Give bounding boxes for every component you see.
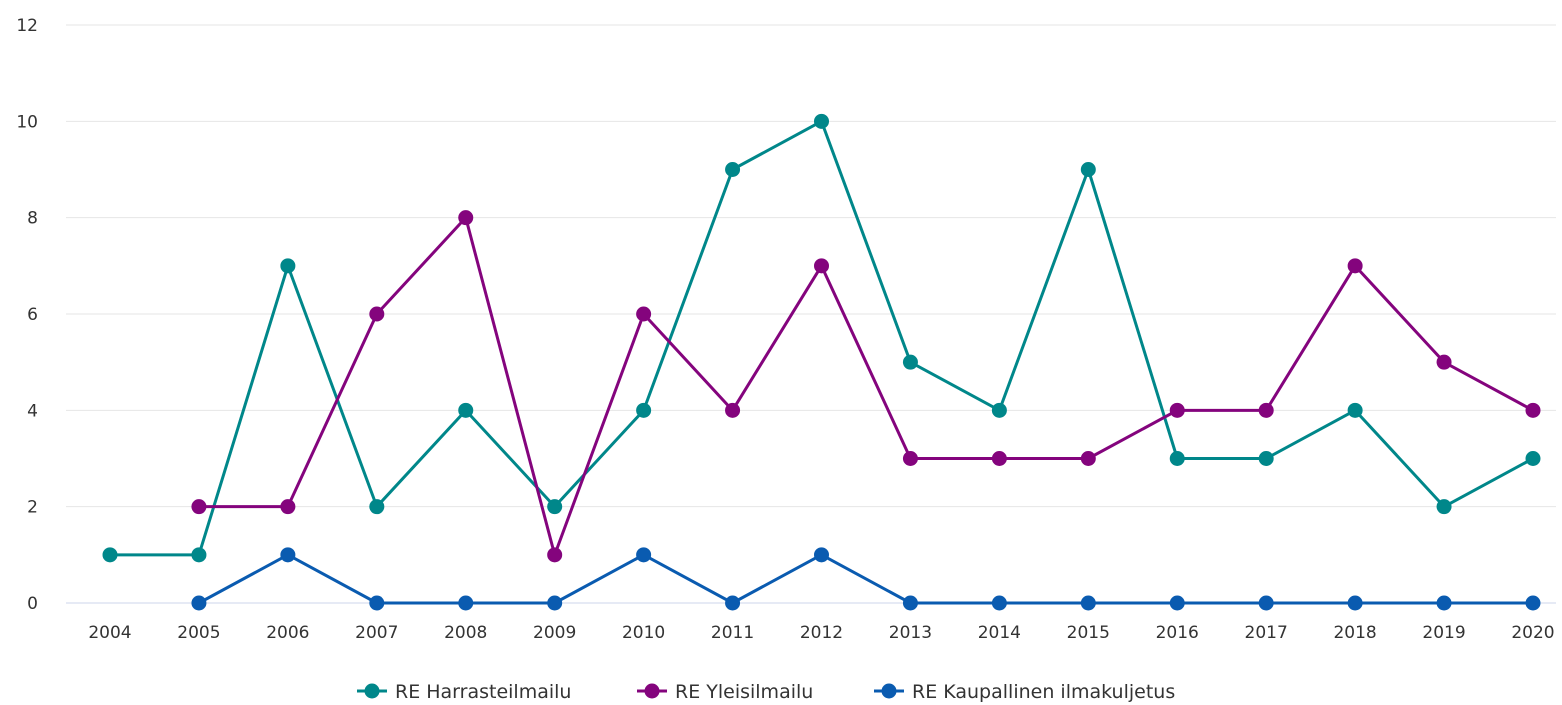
data-point[interactable] [369,306,385,322]
data-point[interactable] [547,595,563,611]
x-tick-label: 2019 [1422,623,1465,643]
legend-label: RE Kaupallinen ilmakuljetus [912,681,1175,703]
data-point[interactable] [1525,595,1541,611]
data-point[interactable] [814,113,829,129]
data-point[interactable] [725,162,741,177]
data-point[interactable] [1258,402,1274,418]
y-tick-label: 8 [27,209,38,229]
data-point[interactable] [280,258,296,274]
data-point[interactable] [191,595,207,611]
x-tick-label: 2014 [978,623,1021,643]
x-tick-label: 2007 [355,623,398,643]
data-point[interactable] [636,306,652,322]
data-point[interactable] [1080,162,1096,177]
data-point[interactable] [102,547,118,563]
x-tick-label: 2012 [800,623,843,643]
data-point[interactable] [458,210,474,226]
data-point[interactable] [458,402,474,418]
series-line [108,119,1535,557]
data-point[interactable] [814,258,829,274]
legend-item-2[interactable]: RE Yleisilmailu [637,681,813,703]
data-point[interactable] [902,354,918,370]
data-point[interactable] [1525,402,1541,418]
x-tick-label: 2010 [622,623,665,643]
x-tick-label: 2008 [444,623,487,643]
x-tick-label: 2017 [1245,623,1288,643]
data-point[interactable] [191,547,207,563]
x-tick-label: 2016 [1156,623,1199,643]
data-point[interactable] [191,499,207,515]
data-point[interactable] [280,499,296,515]
data-point[interactable] [1347,258,1363,274]
legend-marker-symbol [364,683,380,699]
y-tick-label: 10 [16,112,38,132]
data-point[interactable] [902,451,918,466]
data-point[interactable] [1525,451,1541,466]
x-tick-label: 2020 [1511,623,1554,643]
x-tick-label: 2005 [177,623,220,643]
x-tick-label: 2006 [266,623,309,643]
data-point[interactable] [369,499,385,515]
x-tick-label: 2011 [711,623,754,643]
data-point[interactable] [1169,451,1185,466]
data-point[interactable] [547,547,563,563]
data-point[interactable] [1347,402,1363,418]
axes: 0 2 4 6 8 10 12 2004 2005 2006 2007 2008 2009 2010 201… [16,16,1556,643]
data-point[interactable] [1258,451,1274,466]
y-tick-label: 6 [27,305,38,325]
series-lines [102,113,1541,611]
series-2 [191,210,1541,563]
y-tick-label: 4 [27,401,38,421]
data-point[interactable] [1169,595,1185,611]
data-point[interactable] [1080,451,1096,466]
x-tick-label: 2015 [1067,623,1110,643]
data-point[interactable] [1080,595,1096,611]
data-point[interactable] [902,595,918,611]
data-point[interactable] [814,547,829,563]
data-point[interactable] [369,595,385,611]
series-line [197,553,1535,605]
grid-lines [66,24,1556,508]
y-tick-label: 12 [16,16,38,36]
data-point[interactable] [458,595,474,611]
series-1 [102,113,1541,563]
data-point[interactable] [1436,354,1452,370]
data-point[interactable] [725,595,741,611]
data-point[interactable] [1347,595,1363,611]
data-point[interactable] [636,547,652,563]
data-point[interactable] [991,451,1007,466]
legend-marker-symbol [644,683,660,699]
x-tick-label: 2018 [1333,623,1376,643]
legend-marker-symbol [881,683,897,699]
x-tick-label: 2004 [88,623,131,643]
data-point[interactable] [991,402,1007,418]
x-tick-label: 2013 [889,623,932,643]
data-point[interactable] [725,402,741,418]
data-point[interactable] [1436,499,1452,515]
x-tick-label: 2009 [533,623,576,643]
legend-item-3[interactable]: RE Kaupallinen ilmakuljetus [874,681,1175,703]
legend: RE Harrasteilmailu RE Yleisilmailu RE Kaup… [357,681,1175,703]
series-3 [191,547,1541,611]
y-tick-label: 2 [27,498,38,518]
legend-item-1[interactable]: RE Harrasteilmailu [357,681,571,703]
data-point[interactable] [1258,595,1274,611]
legend-label: RE Harrasteilmailu [395,681,571,703]
data-point[interactable] [1169,402,1185,418]
data-point[interactable] [636,402,652,418]
series-line [197,216,1535,557]
y-tick-label: 0 [27,594,38,614]
data-point[interactable] [1436,595,1452,611]
data-point[interactable] [547,499,563,515]
data-point[interactable] [991,595,1007,611]
legend-label: RE Yleisilmailu [675,681,813,703]
data-point[interactable] [280,547,296,563]
